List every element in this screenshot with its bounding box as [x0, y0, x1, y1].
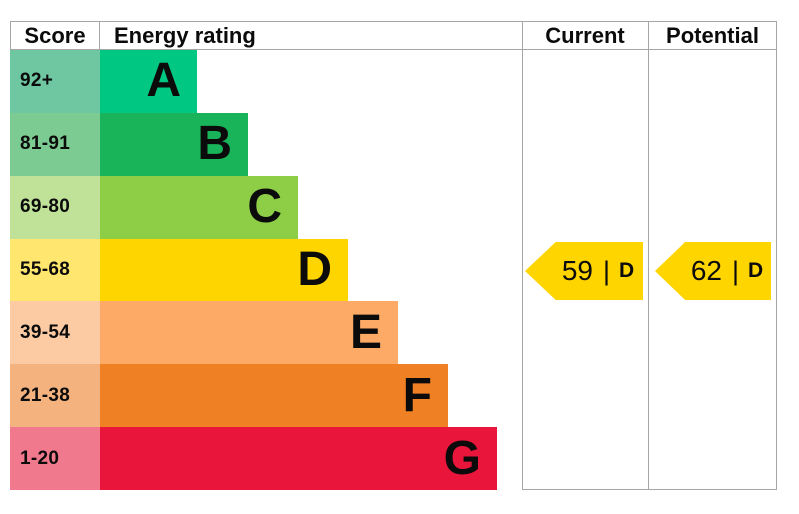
rating-bar-g: G — [100, 427, 497, 491]
score-range: 69-80 — [10, 175, 100, 239]
band-letter: C — [247, 180, 282, 234]
header-energy-rating: Energy rating — [114, 22, 256, 48]
band-letter: D — [297, 243, 332, 296]
band-row-b: 81-91 B — [10, 112, 522, 176]
header-score: Score — [10, 22, 100, 49]
current-separator: | — [602, 255, 610, 286]
score-range: 81-91 — [10, 112, 100, 176]
band-row-f: 21-38 F — [10, 364, 522, 428]
score-range: 21-38 — [10, 364, 100, 428]
potential-band-letter: D — [748, 259, 764, 282]
current-rating-arrow: 59 | D — [525, 242, 643, 300]
rating-bar-e: E — [100, 301, 398, 365]
potential-separator: | — [731, 255, 739, 286]
rating-bar-b: B — [100, 112, 248, 176]
potential-column-left-border — [648, 21, 649, 490]
band-row-d: 55-68 D — [10, 238, 522, 302]
header-potential: Potential — [666, 22, 759, 48]
table-right-border — [776, 21, 777, 490]
band-letter: G — [443, 431, 481, 485]
band-rows: 92+ A 81-91 B 69-80 C 55-68 D 39-54 E 21… — [10, 50, 522, 491]
epc-table: Score Energy rating Current Potential 92… — [10, 21, 777, 491]
band-letter: A — [146, 54, 181, 108]
score-range: 92+ — [10, 50, 100, 113]
rating-bar-f: F — [100, 364, 448, 428]
score-range: 1-20 — [10, 427, 100, 491]
current-band-letter: D — [619, 259, 635, 282]
potential-rating-arrow: 62 | D — [655, 242, 771, 300]
rating-bar-c: C — [100, 175, 298, 239]
band-letter: E — [349, 305, 382, 359]
current-column-left-border — [522, 21, 523, 490]
band-letter: F — [402, 368, 432, 422]
table-header-row: Score Energy rating Current Potential — [10, 21, 777, 50]
current-score: 59 — [561, 255, 593, 286]
table-bottom-border — [522, 489, 777, 490]
potential-score: 62 — [690, 255, 722, 286]
band-row-a: 92+ A — [10, 50, 522, 113]
band-letter: B — [197, 117, 232, 171]
header-current: Current — [545, 22, 625, 48]
score-range: 55-68 — [10, 238, 100, 302]
rating-bar-a: A — [100, 50, 197, 113]
band-row-g: 1-20 G — [10, 427, 522, 491]
band-row-e: 39-54 E — [10, 301, 522, 365]
score-range: 39-54 — [10, 301, 100, 365]
band-row-c: 69-80 C — [10, 175, 522, 239]
rating-bar-d: D — [100, 238, 348, 302]
